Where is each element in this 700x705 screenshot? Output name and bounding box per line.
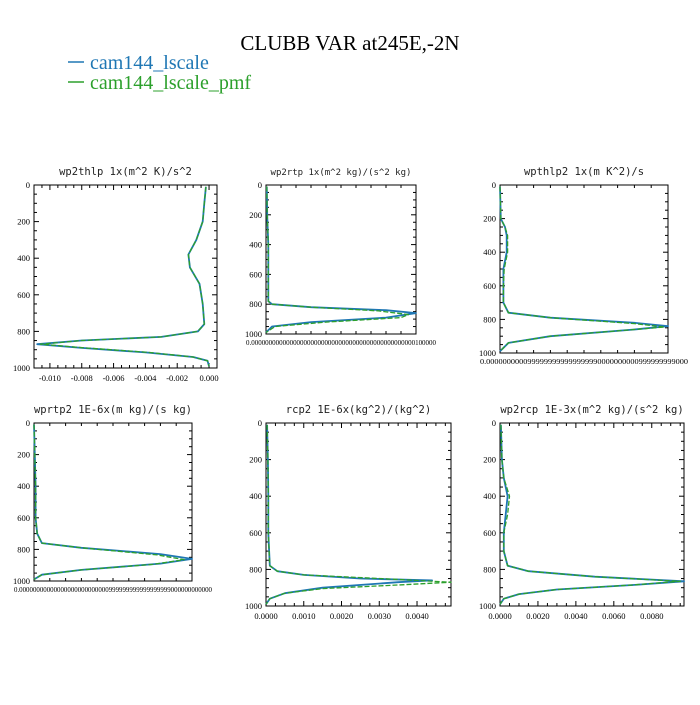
x-tick-label: 0.0080 bbox=[640, 611, 663, 621]
y-tick-label: 0 bbox=[492, 180, 496, 190]
series-line bbox=[36, 186, 210, 367]
y-tick-label: 1000 bbox=[13, 576, 30, 586]
series-line bbox=[499, 424, 681, 605]
series-line bbox=[33, 424, 185, 580]
x-tick-label: -0.006 bbox=[103, 373, 125, 383]
y-tick-label: 0 bbox=[26, 180, 30, 190]
y-tick-label: 800 bbox=[483, 564, 496, 574]
series-line bbox=[265, 424, 452, 605]
x-tick-label: 0.0060 bbox=[602, 611, 625, 621]
series-line bbox=[499, 186, 666, 352]
subplot-title: wp2rcp 1E-3x(m^2 kg)/(s^2 kg) bbox=[500, 404, 683, 416]
x-tick-label: 0.0010 bbox=[292, 611, 315, 621]
y-tick-label: 0 bbox=[26, 418, 30, 428]
series-line bbox=[499, 424, 685, 605]
x-tick-label: 0.0000 bbox=[488, 611, 511, 621]
y-tick-label: 1000 bbox=[479, 601, 496, 611]
y-tick-label: 400 bbox=[17, 253, 30, 263]
y-tick-label: 200 bbox=[17, 450, 30, 460]
plot-frame bbox=[499, 422, 685, 607]
subplot-title: wpthlp2 1x(m K^2)/s bbox=[524, 166, 644, 178]
x-tick-label: 0.0040 bbox=[564, 611, 587, 621]
series-line bbox=[499, 186, 669, 352]
legend-entry: cam144_lscale_pmf bbox=[68, 72, 251, 94]
subplot-title: wprtp2 1E-6x(m kg)/(s kg) bbox=[34, 404, 192, 416]
subplot: rcp2 1E-6x(kg^2)/(kg^2) 0 200 400 600 800 1000… bbox=[245, 404, 452, 621]
panel-grid: wp2thlp 1x(m^2 K)/s^2 0 200 400 600 800 1000 -0… bbox=[13, 166, 689, 621]
x-tick-label: 0.00000000000000000000000000000000000000… bbox=[246, 339, 436, 347]
plot-frame bbox=[33, 184, 218, 369]
x-tick-label: 0.000 bbox=[199, 373, 218, 383]
y-tick-label: 1000 bbox=[245, 329, 262, 339]
subplot: wprtp2 1E-6x(m kg)/(s kg) 0 200 400 600 800 10… bbox=[13, 404, 212, 594]
y-tick-label: 0 bbox=[492, 418, 496, 428]
subplot: wp2rcp 1E-3x(m^2 kg)/(s^2 kg) 0 200 400 600 8… bbox=[479, 404, 685, 621]
y-tick-label: 200 bbox=[249, 210, 262, 220]
x-tick-label: 0.0040 bbox=[405, 611, 428, 621]
figure-title: CLUBB VAR at245E,-2N bbox=[240, 31, 459, 55]
y-tick-label: 600 bbox=[483, 281, 496, 291]
legend-label: cam144_lscale bbox=[90, 52, 209, 74]
subplot: wpthlp2 1x(m K^2)/s 0 200 400 600 800 10000.00… bbox=[479, 166, 689, 366]
y-tick-label: 1000 bbox=[479, 348, 496, 358]
y-tick-label: 600 bbox=[17, 513, 30, 523]
y-tick-label: 600 bbox=[483, 528, 496, 538]
x-tick-label: 0.00000000000000000000000000999999999999… bbox=[14, 586, 212, 594]
y-tick-label: 600 bbox=[249, 269, 262, 279]
subplot-title: wp2rtp 1x(m^2 kg)/(s^2 kg) bbox=[271, 168, 412, 178]
legend-label: cam144_lscale_pmf bbox=[90, 72, 251, 94]
series-line bbox=[265, 186, 417, 334]
x-tick-label: -0.010 bbox=[39, 373, 61, 383]
y-tick-label: 200 bbox=[483, 214, 496, 224]
y-tick-label: 600 bbox=[249, 528, 262, 538]
y-tick-label: 1000 bbox=[245, 601, 262, 611]
legend: cam144_lscale cam144_lscale_pmf bbox=[68, 52, 251, 94]
y-tick-label: 600 bbox=[17, 290, 30, 300]
x-tick-label: 0.00000000009999999999999999900000000009… bbox=[480, 358, 689, 366]
subplot-title: wp2thlp 1x(m^2 K)/s^2 bbox=[59, 166, 192, 178]
y-tick-label: 800 bbox=[17, 326, 30, 336]
subplot-title: rcp2 1E-6x(kg^2)/(kg^2) bbox=[286, 404, 431, 416]
y-tick-label: 800 bbox=[249, 564, 262, 574]
y-tick-label: 800 bbox=[17, 544, 30, 554]
x-tick-label: -0.004 bbox=[134, 373, 157, 383]
subplot: wp2thlp 1x(m^2 K)/s^2 0 200 400 600 800 1000 -0… bbox=[13, 166, 219, 383]
y-tick-label: 200 bbox=[249, 455, 262, 465]
y-tick-label: 1000 bbox=[13, 363, 30, 373]
y-tick-label: 400 bbox=[17, 481, 30, 491]
y-tick-label: 0 bbox=[258, 418, 262, 428]
x-tick-label: 0.0020 bbox=[526, 611, 549, 621]
y-tick-label: 400 bbox=[483, 247, 496, 257]
series-line bbox=[265, 186, 410, 334]
x-tick-label: 0.0000 bbox=[254, 611, 277, 621]
x-tick-label: 0.0030 bbox=[368, 611, 391, 621]
y-tick-label: 800 bbox=[483, 314, 496, 324]
subplot: wp2rtp 1x(m^2 kg)/(s^2 kg) 0 200 400 600 800 1… bbox=[245, 168, 436, 347]
x-tick-label: -0.002 bbox=[166, 373, 188, 383]
y-tick-label: 400 bbox=[483, 491, 496, 501]
y-tick-label: 0 bbox=[258, 180, 262, 190]
y-tick-label: 400 bbox=[249, 491, 262, 501]
legend-entry: cam144_lscale bbox=[68, 52, 209, 74]
series-line bbox=[39, 186, 210, 367]
x-tick-label: 0.0020 bbox=[330, 611, 353, 621]
y-tick-label: 800 bbox=[249, 299, 262, 309]
series-line bbox=[33, 424, 193, 581]
series-line bbox=[265, 424, 433, 605]
y-tick-label: 400 bbox=[249, 240, 262, 250]
y-tick-label: 200 bbox=[17, 217, 30, 227]
x-tick-label: -0.008 bbox=[71, 373, 93, 383]
y-tick-label: 200 bbox=[483, 455, 496, 465]
